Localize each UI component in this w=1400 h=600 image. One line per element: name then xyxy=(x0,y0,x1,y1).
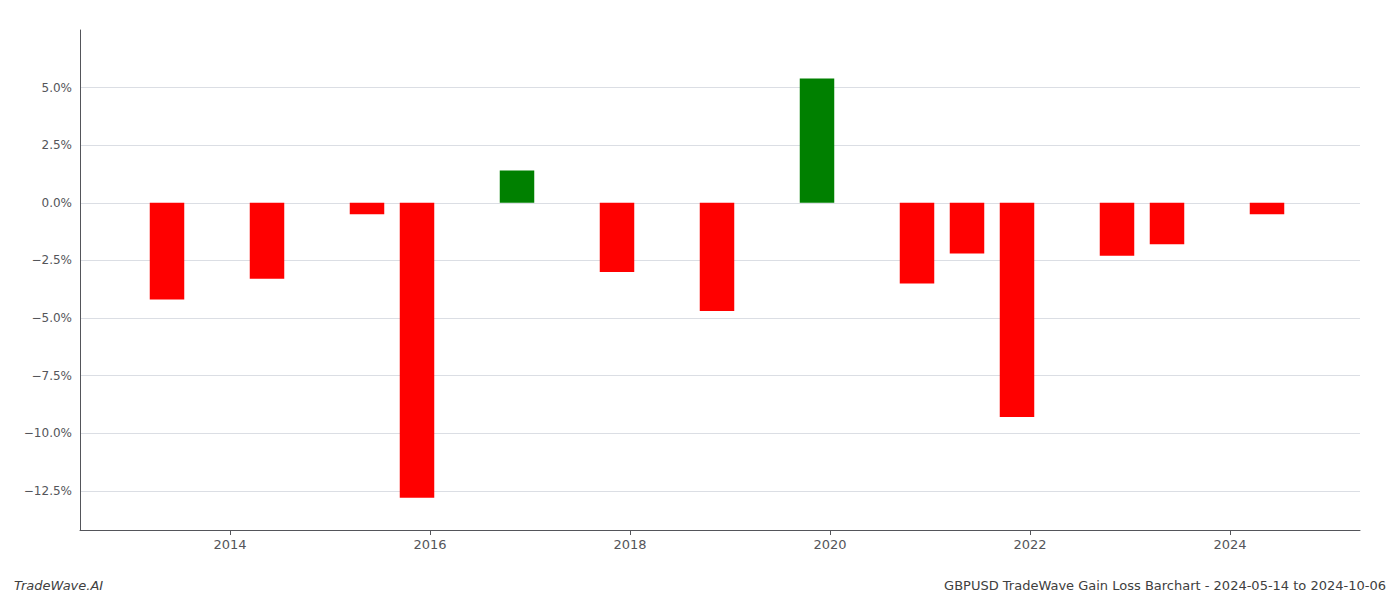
svg-text:−2.5%: −2.5% xyxy=(31,253,72,267)
svg-text:2014: 2014 xyxy=(213,537,246,552)
svg-text:2018: 2018 xyxy=(613,537,646,552)
svg-text:2.5%: 2.5% xyxy=(42,138,73,152)
svg-text:−5.0%: −5.0% xyxy=(31,311,72,325)
svg-text:−7.5%: −7.5% xyxy=(31,369,72,383)
svg-text:0.0%: 0.0% xyxy=(42,196,73,210)
svg-text:5.0%: 5.0% xyxy=(42,81,73,95)
svg-text:GBPUSD TradeWave Gain Loss Bar: GBPUSD TradeWave Gain Loss Barchart - 20… xyxy=(944,578,1386,593)
svg-text:−12.5%: −12.5% xyxy=(24,484,72,498)
svg-text:TradeWave.AI: TradeWave.AI xyxy=(14,578,103,593)
svg-text:2020: 2020 xyxy=(813,537,846,552)
svg-text:2016: 2016 xyxy=(413,537,446,552)
svg-text:2024: 2024 xyxy=(1213,537,1246,552)
svg-text:−10.0%: −10.0% xyxy=(24,426,72,440)
svg-text:2022: 2022 xyxy=(1013,537,1046,552)
